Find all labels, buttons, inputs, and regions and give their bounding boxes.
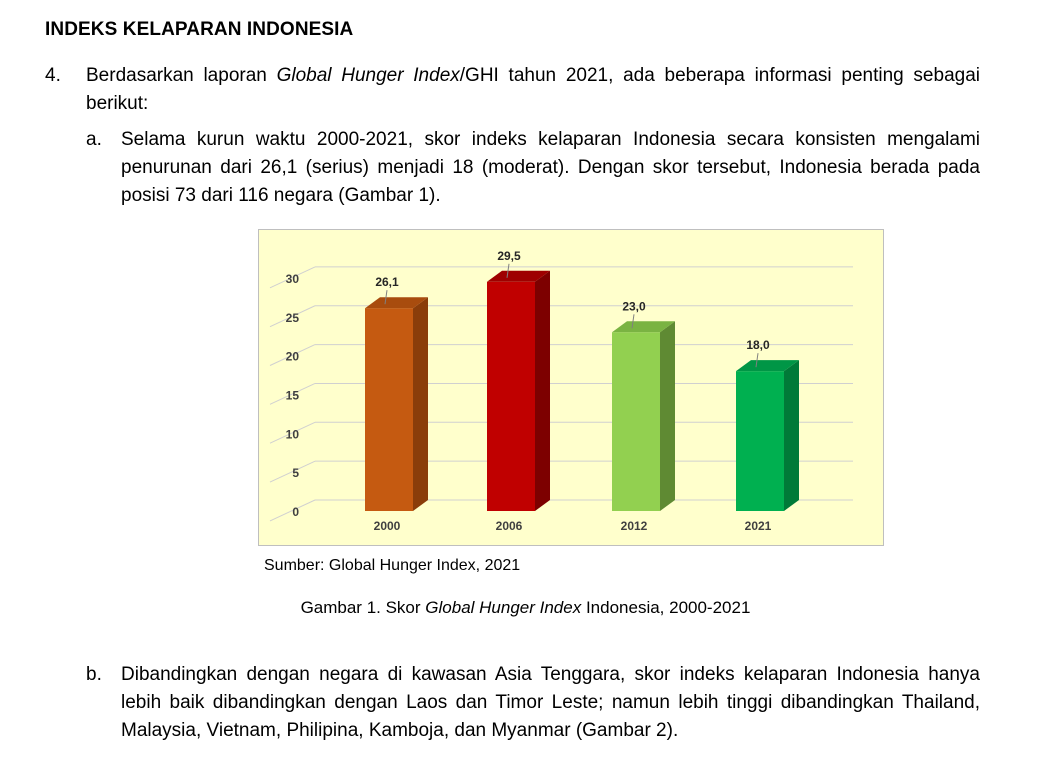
bar-chart: 0 5 10 15 20 25 30 26,1 2000 29,5 2006 23,0 2012 18,0… [258, 229, 884, 546]
sub-item-letter: b. [86, 664, 102, 685]
label-leader [506, 263, 510, 278]
item-text: Berdasarkan laporan Global Hunger Index/… [86, 62, 980, 118]
y-tick-label: 25 [286, 311, 300, 325]
bar-side [660, 321, 675, 511]
gridline-side [269, 266, 316, 289]
bar [365, 308, 413, 511]
y-tick-label: 0 [292, 505, 299, 519]
sub-item-letter: a. [86, 129, 102, 150]
data-label: 29,5 [497, 249, 521, 263]
y-tick-label: 30 [286, 272, 300, 286]
label-leader [755, 353, 759, 368]
data-label: 18,0 [746, 338, 770, 352]
sub-item-text: Selama kurun waktu 2000-2021, skor indek… [121, 129, 980, 206]
bar [612, 332, 660, 511]
chart-source: Sumber: Global Hunger Index, 2021 [264, 557, 521, 574]
x-tick-label: 2012 [621, 519, 648, 533]
sub-item-a: a. Selama kurun waktu 2000-2021, skor in… [86, 126, 980, 210]
y-tick-label: 5 [292, 466, 299, 480]
bar-top [736, 360, 799, 372]
gridline-side [269, 499, 316, 522]
gridline-side [269, 305, 316, 328]
y-tick-label: 10 [286, 427, 300, 441]
bar-top [612, 321, 675, 333]
x-tick-label: 2000 [374, 519, 401, 533]
x-tick-label: 2006 [496, 519, 523, 533]
gridline-side [269, 344, 316, 366]
sub-item-b: b. Dibandingkan dengan negara di kawasan… [86, 661, 980, 745]
caption-italic: Global Hunger Index [425, 598, 582, 617]
bar-top [365, 297, 428, 309]
bar [487, 281, 535, 511]
bar-top [487, 270, 550, 282]
bar [736, 371, 784, 511]
chart-svg: 0 5 10 15 20 25 30 26,1 2000 29,5 2006 23,0 2012 18,0… [269, 249, 853, 533]
bar-side [784, 360, 799, 511]
bar-side [535, 270, 550, 511]
label-leader [631, 314, 635, 329]
bar-side [413, 297, 428, 511]
section-heading: INDEKS KELAPARAN INDONESIA [45, 19, 354, 40]
gridline-side [269, 382, 316, 405]
list-item-4: 4. Berdasarkan laporan Global Hunger Ind… [45, 62, 980, 118]
x-tick-label: 2021 [745, 519, 772, 533]
label-leader [384, 290, 388, 305]
data-label: 23,0 [622, 299, 646, 313]
gridline-side [269, 460, 316, 483]
data-label: 26,1 [375, 275, 399, 289]
sub-item-text: Dibandingkan dengan negara di kawasan As… [121, 664, 980, 741]
item-number: 4. [45, 65, 61, 86]
caption-end: Indonesia, 2000-2021 [581, 598, 751, 617]
figure-caption: Gambar 1. Skor Global Hunger Index Indon… [0, 598, 1051, 618]
y-tick-label: 20 [286, 350, 300, 364]
item-text-italic: Global Hunger Index [276, 65, 460, 86]
item-text-start: Berdasarkan laporan [86, 65, 277, 86]
item-text-end: /GHI tahun 2021, ada beberapa informasi … [86, 65, 980, 114]
caption-start: Gambar 1. Skor [300, 598, 426, 617]
gridline-side [269, 421, 316, 444]
y-tick-label: 15 [286, 388, 300, 402]
